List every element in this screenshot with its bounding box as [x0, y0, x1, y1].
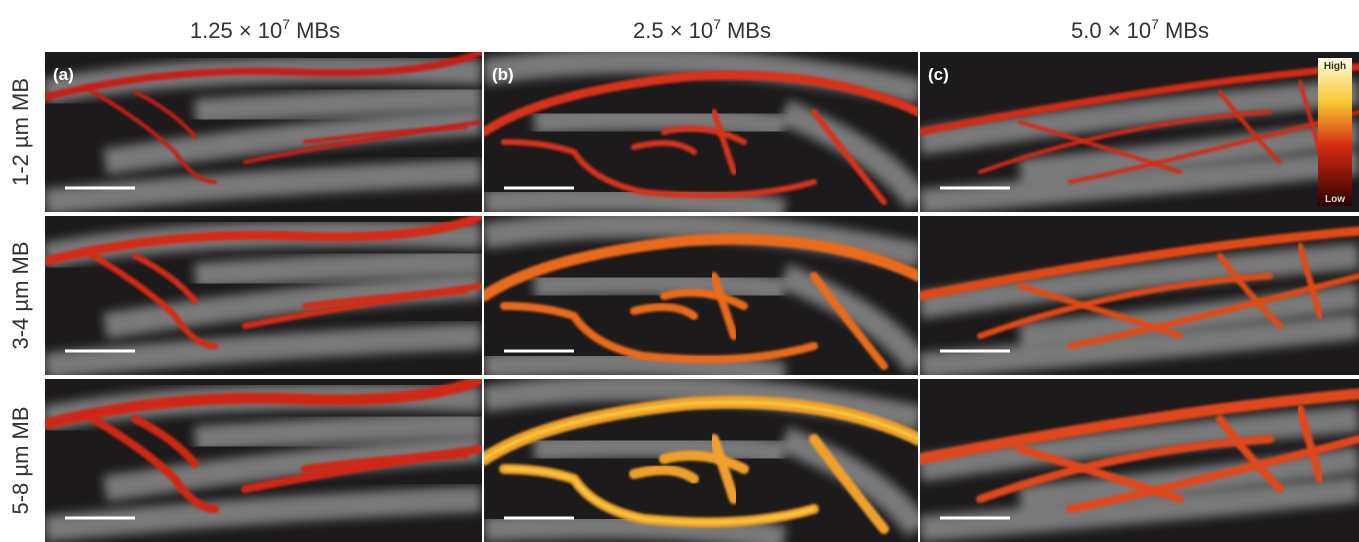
image-panel [484, 216, 920, 376]
tissue-band [195, 424, 481, 439]
header-exponent: 7 [1151, 16, 1159, 32]
column-header: 1.25 × 107 MBs [190, 16, 340, 43]
image-panel [920, 216, 1359, 375]
image-panel: (b) [484, 52, 920, 212]
tissue-band [484, 526, 784, 539]
panel-label: (a) [53, 65, 74, 84]
row-label: 3-4 µm MB [8, 241, 33, 349]
header-prefix: 1.25 × 10 [190, 18, 282, 43]
tissue-band [534, 118, 784, 127]
colorbar: High Low [1318, 58, 1352, 206]
header-exponent: 7 [713, 16, 721, 32]
column-header: 2.5 × 107 MBs [633, 16, 771, 43]
tissue-band [195, 97, 481, 112]
colorbar-low: Low [1325, 194, 1345, 205]
row-label: 1-2 µm MB [8, 78, 33, 186]
panel-label: (c) [928, 65, 949, 84]
tissue-band [484, 363, 784, 376]
header-prefix: 5.0 × 10 [1071, 18, 1151, 43]
column-header: 5.0 × 107 MBs [1071, 16, 1209, 43]
header-suffix: MBs [296, 18, 340, 43]
image-panel [484, 379, 920, 542]
image-panel [920, 379, 1359, 542]
row-labels: 1-2 µm MB 3-4 µm MB 5-8 µm MB [8, 78, 33, 515]
header-suffix: MBs [1165, 18, 1209, 43]
panel-label: (b) [492, 65, 514, 84]
tissue-band [484, 199, 784, 212]
header-exponent: 7 [282, 16, 290, 32]
image-panel [45, 379, 482, 542]
header-suffix: MBs [727, 18, 771, 43]
row-label: 5-8 µm MB [8, 406, 33, 514]
tissue-band [534, 282, 784, 291]
tissue-band [534, 445, 784, 454]
tissue-band [195, 261, 481, 276]
image-panel: (a) [45, 52, 482, 212]
image-panel [45, 216, 482, 375]
image-panel: (c) [920, 52, 1359, 212]
colorbar-high: High [1324, 61, 1346, 72]
colorbar-gradient [1318, 58, 1352, 206]
panels: (a) (b) (c) High Low [45, 52, 1359, 542]
header-prefix: 2.5 × 10 [633, 18, 713, 43]
figure: 1.25 × 107MBs2.5 × 107MBs5.0 × 107MBs 1-… [0, 0, 1359, 542]
